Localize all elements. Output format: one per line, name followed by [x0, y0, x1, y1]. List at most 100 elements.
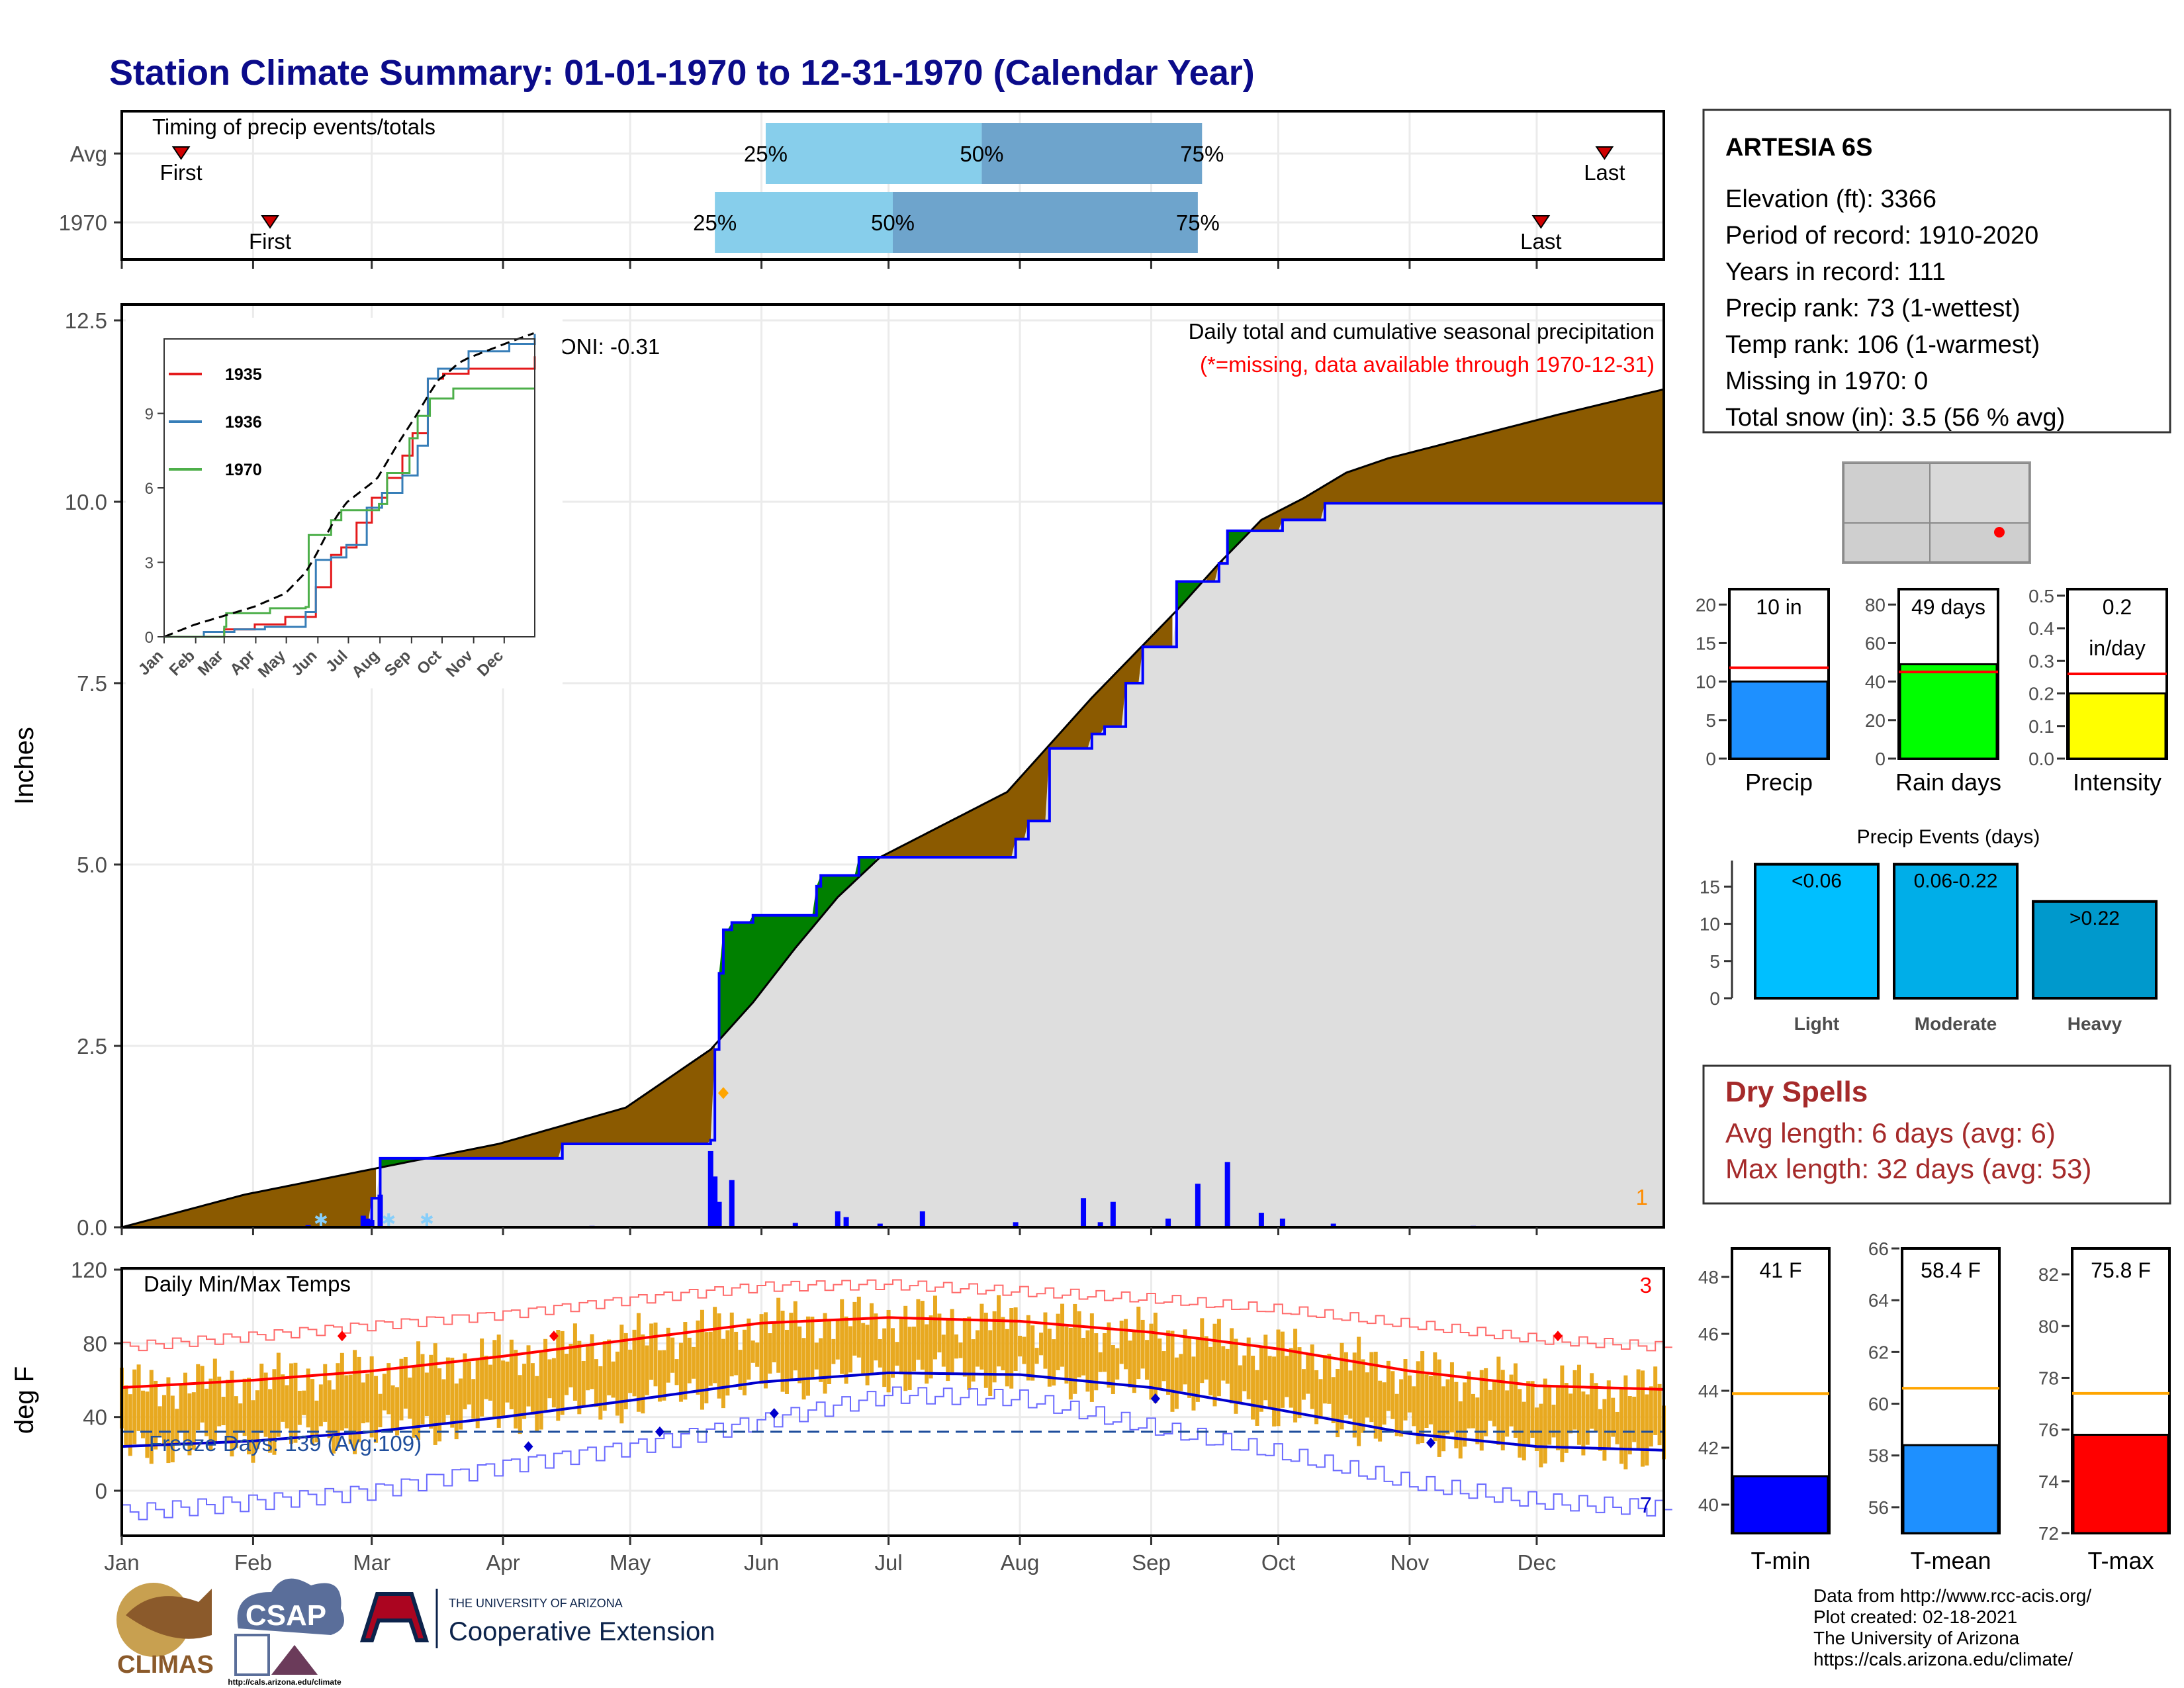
daily-temp-bar — [1386, 1360, 1390, 1411]
daily-temp-bar — [1285, 1356, 1289, 1397]
daily-temp-bar — [747, 1318, 751, 1380]
daily-temp-bar — [1509, 1374, 1514, 1427]
daily-temp-bar — [962, 1318, 967, 1377]
daily-temp-bar — [327, 1380, 332, 1438]
daily-temp-bar — [336, 1363, 340, 1448]
daily-temp-bar — [551, 1358, 556, 1408]
mini-precip-ytick-label: 10 — [1696, 672, 1716, 692]
daily-precip-bar — [377, 1194, 383, 1227]
daily-temp-bar — [840, 1299, 844, 1374]
daily-temp-bar — [831, 1338, 836, 1364]
daily-temp-bar — [488, 1364, 492, 1401]
timing-last-marker — [1595, 146, 1614, 160]
timing-first-label: First — [249, 229, 291, 254]
ua-logo-a — [359, 1592, 430, 1642]
daily-temp-bar — [310, 1379, 315, 1444]
mini-temp-ytick-label: 60 — [1868, 1394, 1889, 1415]
daily-temp-bar — [1522, 1401, 1526, 1461]
daily-temp-bar — [971, 1339, 976, 1382]
daily-temp-bar — [1242, 1355, 1247, 1391]
daily-temp-bar — [128, 1394, 132, 1456]
daily-temp-bar — [514, 1350, 518, 1429]
daily-temp-bar — [230, 1370, 234, 1457]
timing-q1-bar — [715, 192, 893, 253]
daily-temp-bar — [869, 1303, 874, 1374]
daily-temp-bar — [1357, 1336, 1361, 1446]
footer-line: https://cals.arizona.edu/climate/ — [1813, 1649, 2073, 1669]
daily-temp-bar — [594, 1359, 598, 1407]
daily-temp-bar — [950, 1309, 954, 1375]
dry-spells-box: Dry Spells Avg length: 6 days (avg: 6) Max… — [1702, 1064, 2171, 1205]
daily-temp-bar — [903, 1305, 908, 1391]
precip-common-area — [122, 502, 1664, 1227]
month-axis: Jan Feb Mar Apr May Jun Jul Aug Sep Oct Nov Dec — [104, 1227, 1556, 1575]
precip-deficit-area — [1253, 389, 1664, 531]
daily-temp-bar — [572, 1323, 577, 1401]
daily-temp-bar — [1238, 1365, 1242, 1403]
daily-temp-bar — [1352, 1352, 1357, 1438]
mini-precip-value: 49 days — [1911, 595, 1985, 619]
daily-temp-bar — [390, 1385, 395, 1432]
precip-ytick-label: 0.0 — [77, 1215, 107, 1240]
mini-precip-ytick-label: 20 — [1696, 594, 1716, 615]
events-ytick-label: 5 — [1709, 951, 1720, 972]
inset-ytick-label: 3 — [145, 555, 154, 573]
daily-temp-bar — [1153, 1312, 1158, 1403]
daily-temp-bar — [1094, 1333, 1099, 1391]
events-title: Precip Events (days) — [1857, 826, 2040, 848]
daily-temp-bar — [717, 1313, 721, 1399]
precip-ytick-label: 10.0 — [65, 490, 107, 514]
daily-temp-bar — [272, 1369, 277, 1455]
daily-temp-bar — [429, 1354, 433, 1429]
dry-title: Dry Spells — [1725, 1076, 1868, 1108]
daily-temp-bar — [954, 1334, 959, 1359]
daily-temp-bar — [1412, 1386, 1416, 1427]
daily-temp-bar — [403, 1357, 408, 1409]
inset-legend-label: 1936 — [225, 413, 262, 432]
daily-temp-bar — [259, 1364, 264, 1434]
station-line: Missing in 1970: 0 — [1725, 367, 1928, 395]
daily-temp-bar — [1111, 1345, 1115, 1394]
daily-temp-bar — [1590, 1373, 1594, 1429]
daily-temp-bar — [865, 1325, 870, 1385]
daily-temp-bar — [314, 1400, 319, 1442]
daily-temp-bar — [154, 1380, 158, 1450]
daily-temp-bar — [1555, 1385, 1560, 1450]
station-line: Years in record: 111 — [1725, 258, 1946, 286]
daily-precip-bar — [1195, 1184, 1201, 1227]
footer-line: The University of Arizona — [1813, 1628, 2020, 1648]
daily-temp-bar — [1200, 1318, 1205, 1383]
daily-temp-bar — [819, 1338, 823, 1382]
mini-temp-label: T-min — [1751, 1547, 1811, 1574]
daily-temp-bar — [602, 1341, 607, 1411]
timing-last-label: Last — [1520, 229, 1561, 254]
daily-temp-bar — [323, 1364, 328, 1422]
daily-temp-bar — [776, 1297, 781, 1373]
timing-first-marker — [171, 146, 191, 160]
mini-temp-bar — [2072, 1433, 2169, 1534]
daily-temp-bar — [226, 1380, 230, 1444]
mini-temp-ytick-label: 46 — [1698, 1324, 1719, 1344]
mini-precip-ytick-label: 0 — [1875, 749, 1886, 769]
daily-temp-bar — [856, 1296, 861, 1358]
daily-precip-bar — [1097, 1222, 1103, 1227]
daily-temp-bar — [1649, 1386, 1653, 1447]
temp-count-bottom: 7 — [1640, 1493, 1652, 1517]
daily-temp-bar — [590, 1334, 594, 1389]
avg-tmin-line — [121, 1371, 1664, 1452]
inset-frame — [163, 338, 535, 637]
oni-value: ONI: -0.31 — [559, 334, 660, 359]
daily-temp-bar — [1251, 1356, 1255, 1420]
precip-ytick-label: 5.0 — [77, 853, 107, 877]
daily-temp-bar — [983, 1313, 988, 1388]
daily-temp-bar — [979, 1303, 984, 1370]
mini-precip-value: 0.2 — [2103, 595, 2132, 619]
csap-logo-cloud — [237, 1578, 344, 1635]
daily-temp-bar — [1581, 1391, 1586, 1456]
daily-temp-bar — [255, 1390, 259, 1450]
daily-temp-bar — [205, 1388, 209, 1436]
daily-temp-bar — [522, 1364, 527, 1419]
mini-precip-label: Rain days — [1895, 769, 2001, 796]
mini-precip-ytick-label: 40 — [1865, 672, 1886, 692]
